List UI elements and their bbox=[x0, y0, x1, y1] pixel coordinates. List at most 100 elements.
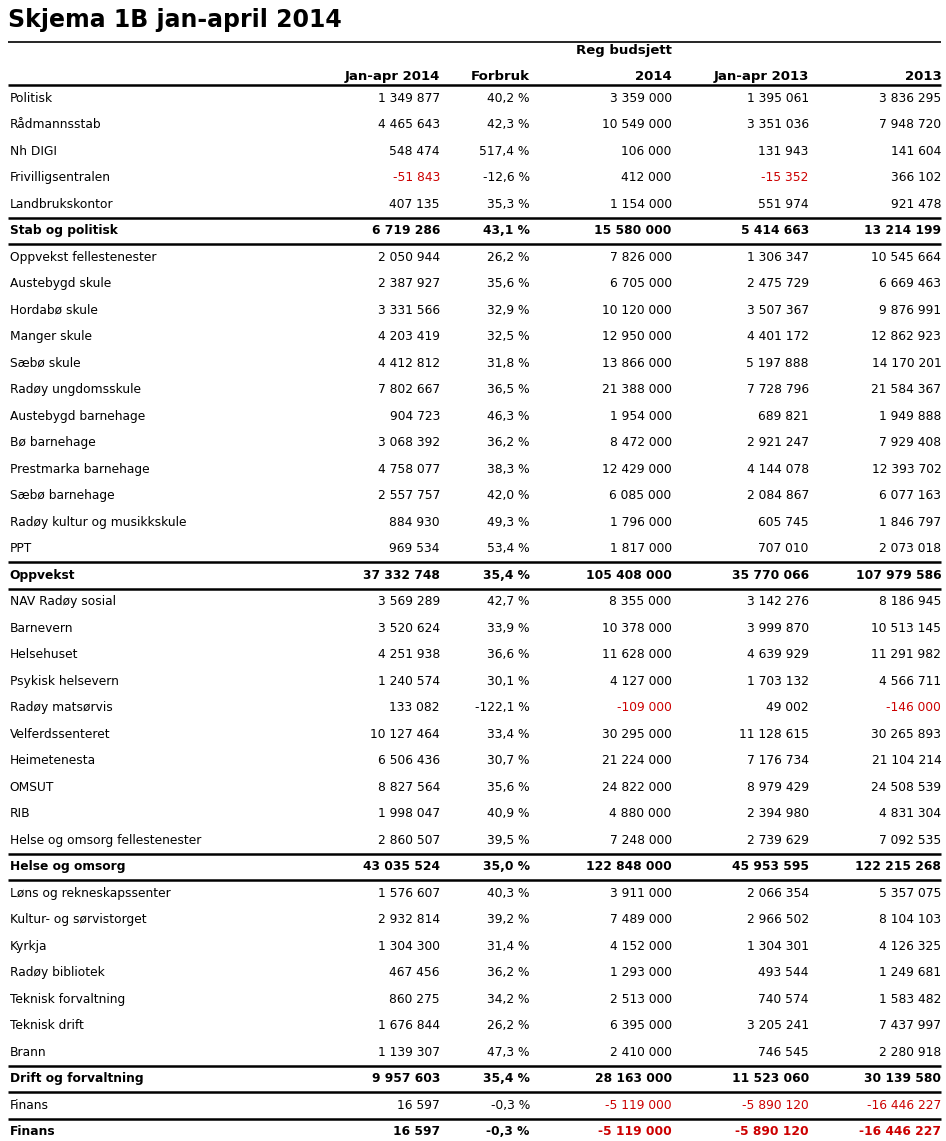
Text: 1 576 607: 1 576 607 bbox=[377, 887, 440, 900]
Text: 4 412 812: 4 412 812 bbox=[377, 357, 440, 370]
Text: 3 068 392: 3 068 392 bbox=[377, 436, 440, 450]
Text: 47,3 %: 47,3 % bbox=[487, 1046, 530, 1059]
Text: 10 127 464: 10 127 464 bbox=[370, 728, 440, 741]
Text: 42,0 %: 42,0 % bbox=[487, 489, 530, 502]
Text: Jan-apr 2013: Jan-apr 2013 bbox=[713, 70, 809, 83]
Text: 28 163 000: 28 163 000 bbox=[594, 1073, 672, 1085]
Text: 35,0 %: 35,0 % bbox=[482, 860, 530, 873]
Text: 10 545 664: 10 545 664 bbox=[871, 251, 941, 264]
Text: 15 580 000: 15 580 000 bbox=[594, 225, 672, 237]
Text: Oppvekst fellestenester: Oppvekst fellestenester bbox=[9, 251, 156, 264]
Text: Teknisk forvaltning: Teknisk forvaltning bbox=[9, 993, 125, 1005]
Text: -109 000: -109 000 bbox=[617, 702, 672, 714]
Text: Austebygd skule: Austebygd skule bbox=[9, 277, 111, 290]
Text: Sæbø skule: Sæbø skule bbox=[9, 357, 80, 370]
Text: 2013: 2013 bbox=[904, 70, 941, 83]
Text: 467 456: 467 456 bbox=[390, 966, 440, 979]
Text: 43,1 %: 43,1 % bbox=[482, 225, 530, 237]
Text: 4 401 172: 4 401 172 bbox=[746, 330, 809, 343]
Text: 7 802 667: 7 802 667 bbox=[377, 383, 440, 396]
Text: -0,3 %: -0,3 % bbox=[486, 1125, 530, 1139]
Text: 4 465 643: 4 465 643 bbox=[377, 119, 440, 131]
Text: 4 758 077: 4 758 077 bbox=[377, 463, 440, 476]
Text: 42,7 %: 42,7 % bbox=[487, 596, 530, 608]
Text: 2 050 944: 2 050 944 bbox=[377, 251, 440, 264]
Text: 24 822 000: 24 822 000 bbox=[602, 780, 672, 794]
Text: 4 831 304: 4 831 304 bbox=[879, 807, 941, 820]
Text: Radøy kultur og musikkskule: Radøy kultur og musikkskule bbox=[9, 516, 186, 528]
Text: 35,4 %: 35,4 % bbox=[482, 1073, 530, 1085]
Text: 2 966 502: 2 966 502 bbox=[746, 913, 809, 926]
Text: 1 846 797: 1 846 797 bbox=[879, 516, 941, 528]
Text: 3 507 367: 3 507 367 bbox=[746, 304, 809, 317]
Text: 12 950 000: 12 950 000 bbox=[602, 330, 672, 343]
Text: 131 943: 131 943 bbox=[759, 145, 809, 157]
Text: Radøy matsørvis: Radøy matsørvis bbox=[9, 702, 113, 714]
Text: 30,1 %: 30,1 % bbox=[487, 674, 530, 688]
Text: -122,1 %: -122,1 % bbox=[475, 702, 530, 714]
Text: 3 911 000: 3 911 000 bbox=[609, 887, 672, 900]
Text: 46,3 %: 46,3 % bbox=[487, 410, 530, 423]
Text: Teknisk drift: Teknisk drift bbox=[9, 1019, 83, 1033]
Text: 4 251 938: 4 251 938 bbox=[377, 648, 440, 662]
Text: 35,6 %: 35,6 % bbox=[487, 277, 530, 290]
Text: 40,9 %: 40,9 % bbox=[487, 807, 530, 820]
Text: 36,2 %: 36,2 % bbox=[487, 436, 530, 450]
Text: Reg budsjett: Reg budsjett bbox=[576, 44, 672, 57]
Text: 4 639 929: 4 639 929 bbox=[746, 648, 809, 662]
Text: 2 073 018: 2 073 018 bbox=[879, 542, 941, 556]
Text: 6 077 163: 6 077 163 bbox=[879, 489, 941, 502]
Text: 10 378 000: 10 378 000 bbox=[602, 622, 672, 634]
Text: 6 719 286: 6 719 286 bbox=[372, 225, 440, 237]
Text: 8 472 000: 8 472 000 bbox=[609, 436, 672, 450]
Text: 42,3 %: 42,3 % bbox=[487, 119, 530, 131]
Text: 8 186 945: 8 186 945 bbox=[879, 596, 941, 608]
Text: 551 974: 551 974 bbox=[758, 197, 809, 211]
Text: 2 084 867: 2 084 867 bbox=[746, 489, 809, 502]
Text: 3 999 870: 3 999 870 bbox=[746, 622, 809, 634]
Text: Oppvekst: Oppvekst bbox=[9, 568, 75, 582]
Text: OMSUT: OMSUT bbox=[9, 780, 54, 794]
Text: Hordabø skule: Hordabø skule bbox=[9, 304, 97, 317]
Text: 1 304 301: 1 304 301 bbox=[746, 940, 809, 953]
Text: 1 240 574: 1 240 574 bbox=[377, 674, 440, 688]
Text: 7 437 997: 7 437 997 bbox=[879, 1019, 941, 1033]
Text: 493 544: 493 544 bbox=[759, 966, 809, 979]
Text: 689 821: 689 821 bbox=[758, 410, 809, 423]
Text: 12 429 000: 12 429 000 bbox=[602, 463, 672, 476]
Text: 12 393 702: 12 393 702 bbox=[871, 463, 941, 476]
Text: 10 120 000: 10 120 000 bbox=[602, 304, 672, 317]
Text: 407 135: 407 135 bbox=[390, 197, 440, 211]
Text: 12 862 923: 12 862 923 bbox=[871, 330, 941, 343]
Text: 1 139 307: 1 139 307 bbox=[377, 1046, 440, 1059]
Text: -15 352: -15 352 bbox=[762, 171, 809, 184]
Text: 7 176 734: 7 176 734 bbox=[746, 754, 809, 767]
Text: 34,2 %: 34,2 % bbox=[487, 993, 530, 1005]
Text: Helsehuset: Helsehuset bbox=[9, 648, 79, 662]
Text: 2 387 927: 2 387 927 bbox=[377, 277, 440, 290]
Text: -146 000: -146 000 bbox=[886, 702, 941, 714]
Text: 366 102: 366 102 bbox=[891, 171, 941, 184]
Text: 11 128 615: 11 128 615 bbox=[739, 728, 809, 741]
Text: PPT: PPT bbox=[9, 542, 32, 556]
Text: 40,3 %: 40,3 % bbox=[487, 887, 530, 900]
Text: 4 144 078: 4 144 078 bbox=[746, 463, 809, 476]
Text: 35,3 %: 35,3 % bbox=[487, 197, 530, 211]
Text: 4 127 000: 4 127 000 bbox=[609, 674, 672, 688]
Text: 2 557 757: 2 557 757 bbox=[377, 489, 440, 502]
Text: -51 843: -51 843 bbox=[393, 171, 440, 184]
Text: -5 119 000: -5 119 000 bbox=[598, 1125, 672, 1139]
Text: 7 248 000: 7 248 000 bbox=[609, 834, 672, 847]
Text: 6 395 000: 6 395 000 bbox=[609, 1019, 672, 1033]
Text: 1 949 888: 1 949 888 bbox=[879, 410, 941, 423]
Text: 37 332 748: 37 332 748 bbox=[363, 568, 440, 582]
Text: -5 890 120: -5 890 120 bbox=[742, 1099, 809, 1111]
Text: 11 523 060: 11 523 060 bbox=[731, 1073, 809, 1085]
Text: 2 394 980: 2 394 980 bbox=[746, 807, 809, 820]
Text: 746 545: 746 545 bbox=[758, 1046, 809, 1059]
Text: 2 066 354: 2 066 354 bbox=[746, 887, 809, 900]
Text: 7 826 000: 7 826 000 bbox=[609, 251, 672, 264]
Text: 13 866 000: 13 866 000 bbox=[602, 357, 672, 370]
Text: Kyrkja: Kyrkja bbox=[9, 940, 47, 953]
Text: Finans: Finans bbox=[9, 1125, 55, 1139]
